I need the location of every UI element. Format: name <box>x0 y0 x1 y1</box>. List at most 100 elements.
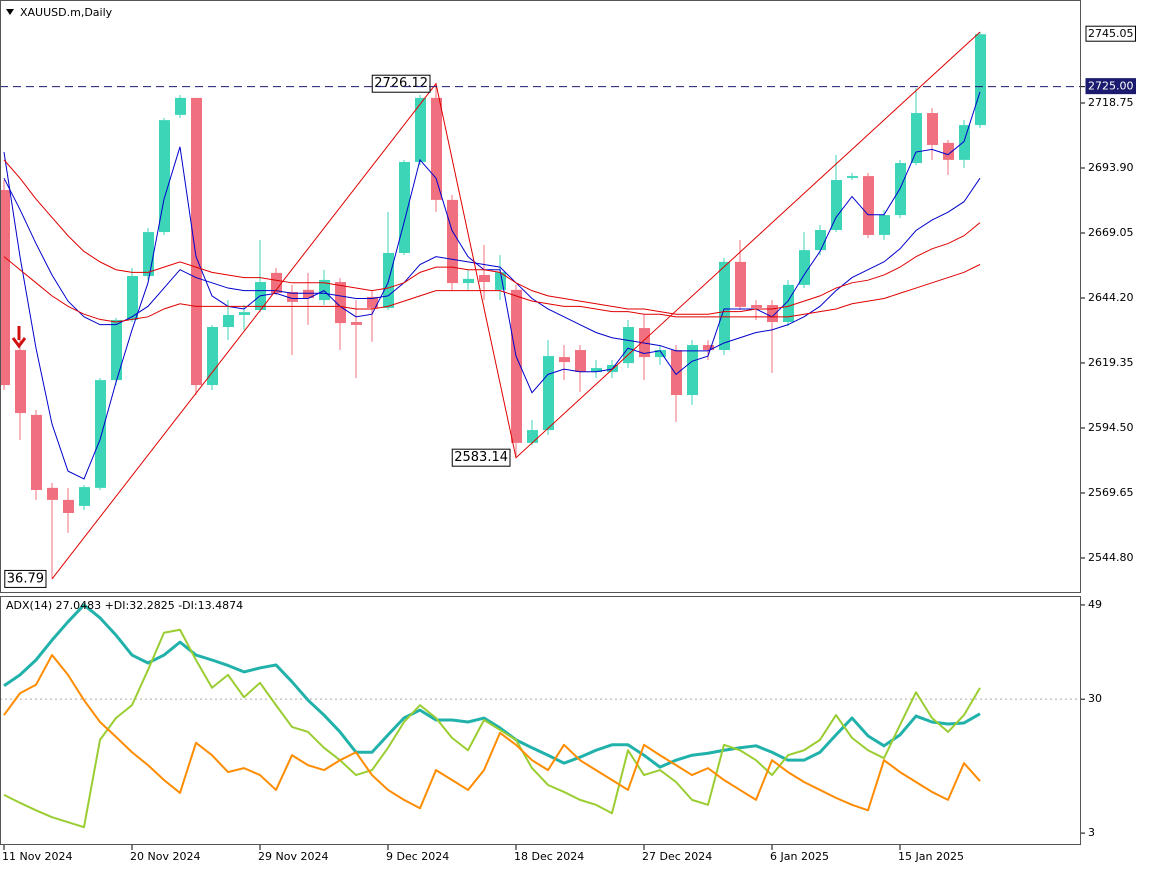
candle-body <box>559 357 570 363</box>
axes: 2718.75 2693.90 2669.05 2644.20 2619.35 2594.… <box>2 25 1136 863</box>
candle-body <box>623 327 634 364</box>
candle-body <box>335 282 346 324</box>
candle-body <box>911 113 922 164</box>
candle-body <box>63 499 74 513</box>
moving-average <box>3 177 981 352</box>
x-tick-label: 29 Nov 2024 <box>258 850 328 863</box>
candle-body <box>143 232 154 277</box>
candle-body <box>79 487 90 506</box>
y-tick-label: 2718.75 <box>1088 96 1134 109</box>
label-box <box>1085 78 1136 95</box>
candle-body <box>271 272 282 294</box>
y-tick-label: 49 <box>1088 598 1102 611</box>
candle-body <box>207 327 218 386</box>
candle-body <box>591 368 602 373</box>
x-tick-label: 20 Nov 2024 <box>130 850 200 863</box>
candle-body <box>543 356 554 431</box>
candle-body <box>191 97 202 386</box>
zigzag <box>51 31 981 580</box>
candle-body <box>687 345 698 396</box>
candle-body <box>47 487 58 500</box>
y-tick-label: 2619.35 <box>1088 356 1134 369</box>
symbol-title: XAUUSD.m,Daily <box>20 6 113 19</box>
moving-average <box>3 91 981 480</box>
candle-body <box>767 305 778 323</box>
candle-body <box>351 322 362 325</box>
candle-body <box>399 161 410 253</box>
symbol-menu-arrow[interactable] <box>6 9 14 15</box>
candle-body <box>879 215 890 235</box>
price-pane: 36.79 2726.12 2583.14 <box>0 31 1080 588</box>
candle-body <box>735 261 746 307</box>
x-tick-label: 27 Dec 2024 <box>642 850 712 863</box>
x-tick-label: 18 Dec 2024 <box>514 850 584 863</box>
candle-body <box>799 250 810 285</box>
y-tick-label: 2594.50 <box>1088 421 1134 434</box>
last-price-label: 2745.05 <box>1088 27 1134 40</box>
candle-body <box>287 291 298 302</box>
x-tick-label: 6 Jan 2025 <box>770 850 829 863</box>
indicator-line <box>3 628 981 829</box>
candle-body <box>111 319 122 381</box>
moving-average <box>3 159 981 315</box>
candle-body <box>159 120 170 233</box>
candle-body <box>447 199 458 284</box>
y-tick-label: 2644.20 <box>1088 291 1134 304</box>
candle-body <box>495 272 506 290</box>
candle-body <box>31 414 42 490</box>
candle-body <box>319 279 330 301</box>
candle-body <box>975 34 986 126</box>
x-tick-label: 9 Dec 2024 <box>386 850 449 863</box>
candle-body <box>831 180 842 230</box>
candle-body <box>943 142 954 160</box>
candle-body <box>847 176 858 178</box>
candle-body <box>719 261 730 351</box>
y-tick-label: 2569.65 <box>1088 486 1134 499</box>
candle-body <box>431 97 442 200</box>
zigzag-label: 2726.12 <box>374 76 428 91</box>
candle-body <box>511 289 522 443</box>
candle-body <box>575 350 586 373</box>
y-tick-label: 30 <box>1088 692 1102 705</box>
y-tick-label: 2693.90 <box>1088 161 1134 174</box>
candle-body <box>655 350 666 358</box>
label-box <box>4 569 47 588</box>
indicator-title: ADX(14) 27.0483 +DI:32.2825 -DI:13.4874 <box>6 599 243 612</box>
zigzag-label: 2583.14 <box>454 450 508 465</box>
candle-body <box>239 312 250 315</box>
price-level-label: 2725.00 <box>1088 80 1134 93</box>
candle-body <box>959 125 970 160</box>
candle-body <box>863 176 874 235</box>
candle-body <box>815 229 826 251</box>
candle-body <box>127 276 138 320</box>
label-box <box>1085 25 1136 42</box>
price-pane-frame <box>0 0 1081 593</box>
candle-body <box>303 289 314 298</box>
indicator-line <box>3 603 981 769</box>
candle-body <box>0 189 10 386</box>
candle-body <box>463 278 474 284</box>
indicator-pane <box>0 603 1080 829</box>
candle-body <box>927 113 938 145</box>
y-tick-label: 3 <box>1088 826 1095 839</box>
candle-body <box>671 350 682 396</box>
candle-body <box>95 380 106 488</box>
candle-body <box>15 350 26 414</box>
candle-body <box>751 305 762 308</box>
candle-body <box>703 345 714 351</box>
label-box <box>451 448 511 467</box>
candle-body <box>527 430 538 443</box>
candle-body <box>223 314 234 328</box>
candle-body <box>895 163 906 216</box>
moving-average <box>3 256 981 323</box>
y-tick-label: 2544.80 <box>1088 551 1134 564</box>
x-tick-label: 15 Jan 2025 <box>898 850 964 863</box>
candle-body <box>783 284 794 323</box>
y-tick-label: 2669.05 <box>1088 226 1134 239</box>
signal-arrow <box>11 326 27 349</box>
candle-body <box>175 97 186 115</box>
indicator-line <box>3 654 981 812</box>
x-tick-label: 11 Nov 2024 <box>2 850 72 863</box>
indicator-pane-frame <box>0 596 1081 845</box>
